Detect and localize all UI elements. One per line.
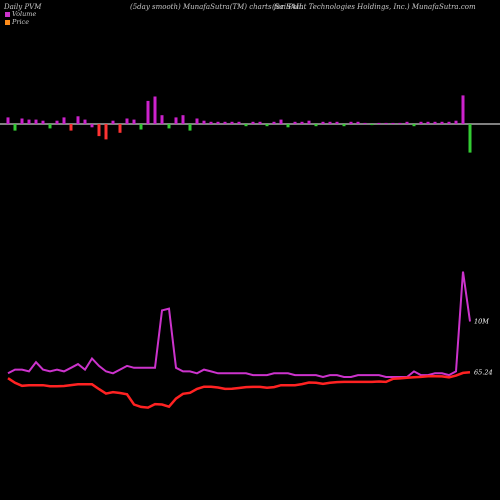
volume-bar: [69, 124, 73, 131]
volume-bar: [461, 95, 465, 124]
volume-bar: [160, 115, 164, 124]
legend-label-volume: Volume: [12, 10, 37, 18]
volume-bar: [20, 118, 24, 124]
volume-bar: [118, 124, 122, 133]
volume-bar: [300, 121, 304, 124]
volume-bar: [104, 124, 108, 140]
volume-bar: [132, 119, 136, 124]
volume-bar: [167, 124, 171, 129]
volume-bar: [335, 121, 339, 124]
volume-bar: [174, 117, 178, 124]
volume-bar: [125, 118, 129, 124]
volume-bar: [244, 124, 248, 127]
volume-bar: [223, 121, 227, 124]
volume-bar: [349, 121, 353, 124]
volume-bar: [76, 116, 80, 124]
volume-bar: [62, 117, 66, 124]
volume-bar: [48, 124, 52, 129]
volume-bar: [230, 121, 234, 124]
volume-bar: [258, 121, 262, 124]
volume-bar: [97, 124, 101, 137]
volume-bar: [356, 121, 360, 124]
volume-bar: [363, 122, 367, 124]
price-end-label: 65.24: [474, 368, 493, 376]
volume-end-label: 10M: [474, 318, 489, 326]
volume-bar: [55, 120, 59, 124]
chart-header-right: (SailPoint Technologies Holdings, Inc.) …: [272, 3, 476, 11]
volume-bar: [426, 121, 430, 124]
volume-bar: [454, 120, 458, 124]
legend-label-price: Price: [12, 18, 30, 26]
volume-bar: [405, 121, 409, 124]
volume-bar: [447, 121, 451, 124]
chart-header-left: Daily PVM: [4, 3, 42, 11]
volume-bar: [419, 121, 423, 124]
volume-bar: [83, 119, 87, 124]
volume-bar: [398, 122, 402, 124]
legend-item-price: Price: [5, 18, 36, 26]
volume-bar: [321, 121, 325, 124]
volume-bar: [384, 122, 388, 124]
volume-bar: [139, 124, 143, 130]
volume-bar: [111, 120, 115, 124]
volume-bar: [328, 121, 332, 124]
volume-bar: [41, 120, 45, 124]
volume-bar: [433, 121, 437, 124]
volume-bar: [181, 115, 185, 124]
volume-bar: [34, 119, 38, 124]
volume-bar: [90, 124, 94, 128]
volume-bar: [377, 122, 381, 124]
legend: Volume Price: [5, 10, 36, 26]
volume-bar: [307, 120, 311, 124]
volume-bar: [209, 121, 213, 124]
volume-bar: [293, 121, 297, 124]
legend-item-volume: Volume: [5, 10, 36, 18]
volume-bar: [468, 124, 472, 153]
volume-bar: [342, 124, 346, 127]
legend-swatch-volume: [5, 11, 10, 17]
volume-bar: [272, 121, 276, 124]
volume-bar: [412, 124, 416, 127]
volume-bar: [202, 120, 206, 124]
volume-bar: [314, 124, 318, 127]
volume-bar: [188, 124, 192, 131]
volume-bar: [153, 96, 157, 124]
volume-bar: [440, 121, 444, 124]
volume-bar: [216, 121, 220, 124]
volume-bar: [279, 119, 283, 124]
volume-bar: [251, 121, 255, 124]
volume-bar: [13, 124, 17, 131]
volume-bars: [6, 95, 472, 153]
volume-bar: [391, 122, 395, 124]
volume-bar: [27, 119, 31, 124]
legend-swatch-price: [5, 19, 10, 25]
chart-header-center: (5day smooth) MunafaSutra(TM) charts for…: [130, 3, 304, 11]
volume-bar: [237, 121, 241, 124]
volume-bar: [146, 100, 150, 124]
volume-line: [7, 271, 471, 379]
price-line: [7, 371, 471, 409]
volume-bar: [286, 124, 290, 128]
volume-bar: [265, 124, 269, 127]
volume-bar: [195, 118, 199, 124]
volume-bar: [370, 124, 374, 126]
volume-bar: [6, 117, 10, 124]
